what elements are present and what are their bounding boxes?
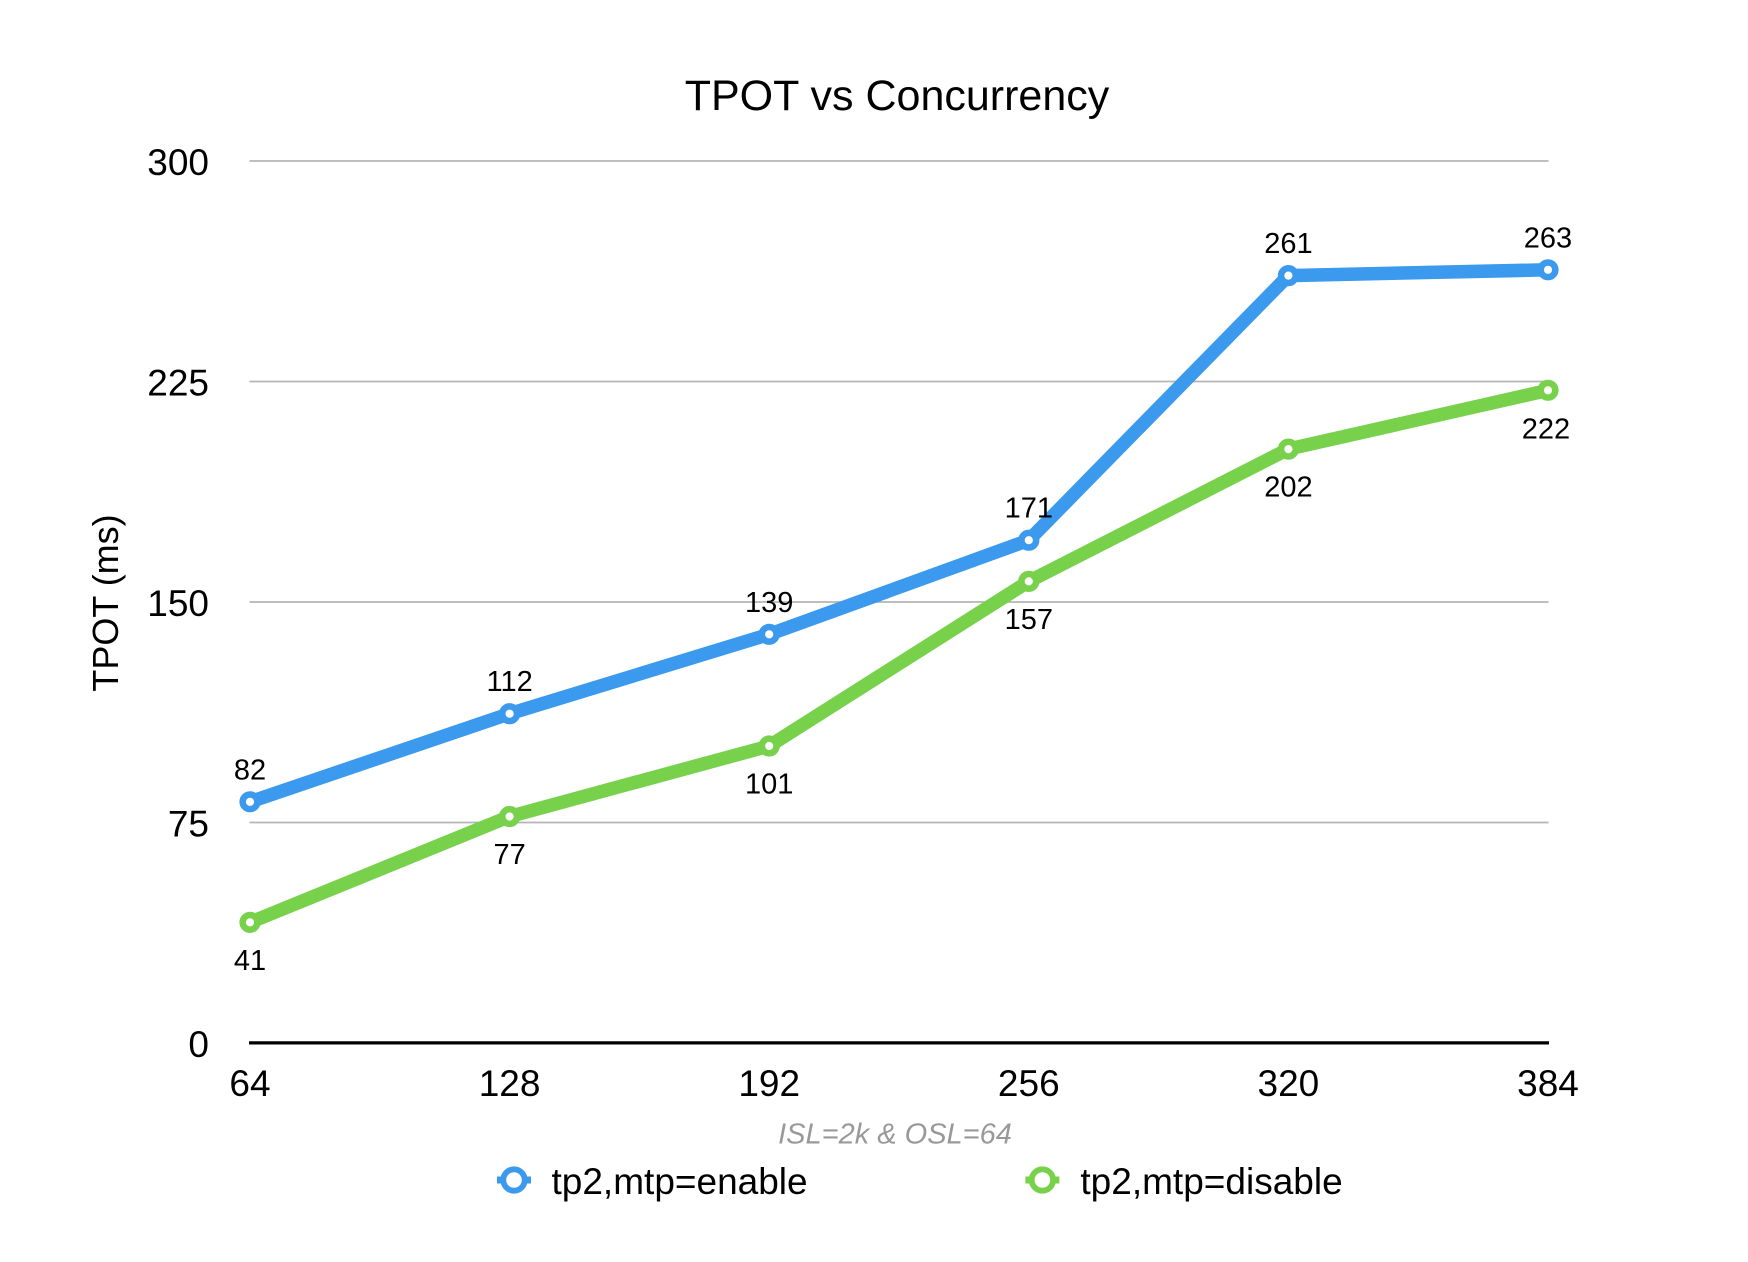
svg-text:157: 157 [1005,604,1053,636]
svg-text:TPOT (ms): TPOT (ms) [85,514,126,691]
svg-text:300: 300 [147,142,209,183]
svg-text:tp2,mtp=disable: tp2,mtp=disable [1080,1161,1342,1202]
svg-text:384: 384 [1517,1063,1579,1104]
svg-text:202: 202 [1264,472,1312,504]
svg-text:222: 222 [1522,414,1570,446]
svg-text:320: 320 [1258,1063,1320,1104]
svg-text:128: 128 [479,1063,541,1104]
svg-text:256: 256 [998,1063,1060,1104]
svg-text:225: 225 [147,363,209,404]
svg-text:82: 82 [234,754,266,786]
svg-text:TPOT vs Concurrency: TPOT vs Concurrency [685,72,1110,120]
svg-text:261: 261 [1264,228,1312,260]
svg-text:64: 64 [229,1063,270,1104]
svg-text:41: 41 [234,945,266,977]
svg-text:ISL=2k & OSL=64: ISL=2k & OSL=64 [778,1119,1012,1151]
svg-text:192: 192 [738,1063,800,1104]
svg-text:150: 150 [147,583,209,624]
svg-text:75: 75 [168,804,209,845]
svg-text:101: 101 [745,769,793,801]
svg-text:171: 171 [1005,493,1053,525]
svg-text:tp2,mtp=enable: tp2,mtp=enable [552,1161,808,1202]
svg-text:77: 77 [493,839,525,871]
svg-text:112: 112 [486,666,532,698]
svg-text:263: 263 [1524,222,1572,254]
svg-text:0: 0 [188,1024,209,1065]
svg-text:139: 139 [745,587,793,619]
